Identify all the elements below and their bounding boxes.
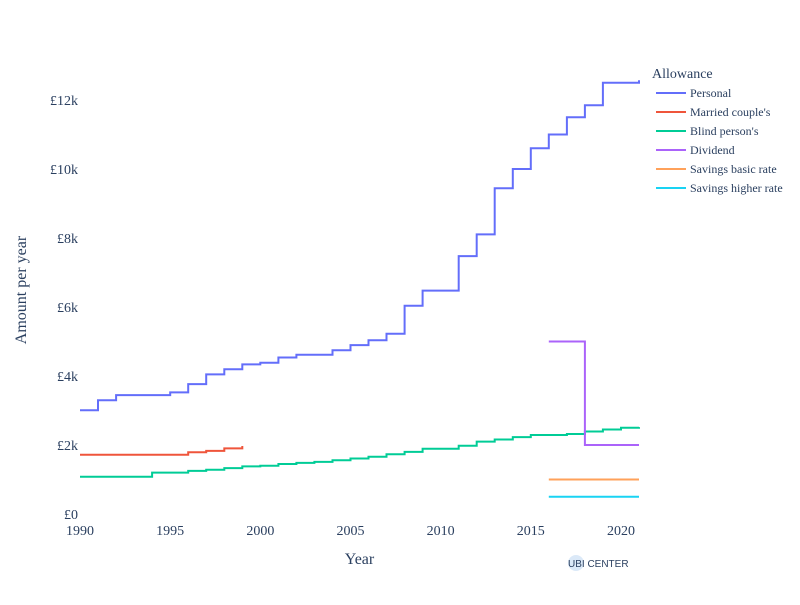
legend: Allowance Personal Married couple's Blind …	[652, 67, 783, 195]
legend-items: Personal Married couple's Blind person's Di…	[656, 86, 783, 195]
series-line-dividend	[548, 340, 639, 446]
legend-label: Married couple's	[690, 105, 771, 119]
x-tick-label: 2005	[336, 524, 364, 539]
x-tick-label: 2000	[246, 524, 274, 539]
y-axis-ticks: £0 £2k £4k £6k £8k £10k £12k	[50, 94, 78, 523]
logo-text: UBI CENTER	[568, 559, 629, 570]
legend-label: Dividend	[690, 143, 735, 157]
x-tick-label: 1995	[156, 524, 184, 539]
legend-label: Blind person's	[690, 124, 759, 138]
legend-label: Savings basic rate	[690, 162, 777, 176]
plot-series-layer	[80, 80, 640, 498]
series-line-married-couple-s	[80, 446, 244, 456]
y-axis-title: Amount per year	[13, 235, 30, 344]
legend-label: Savings higher rate	[690, 181, 783, 195]
legend-item[interactable]: Dividend	[656, 143, 735, 157]
x-axis-ticks: 1990 1995 2000 2005 2010 2015 2020	[66, 524, 635, 539]
series-line-personal	[80, 80, 640, 412]
legend-item[interactable]: Blind person's	[656, 124, 759, 138]
legend-item[interactable]: Savings basic rate	[656, 162, 777, 176]
y-tick-label: £12k	[50, 94, 78, 109]
y-tick-label: £0	[64, 508, 78, 523]
x-tick-label: 1990	[66, 524, 94, 539]
legend-item[interactable]: Personal	[656, 86, 732, 100]
y-tick-label: £6k	[57, 301, 78, 316]
y-tick-label: £8k	[57, 232, 78, 247]
x-tick-label: 2020	[607, 524, 635, 539]
legend-item[interactable]: Married couple's	[656, 105, 771, 119]
legend-title: Allowance	[652, 67, 713, 82]
ubi-center-logo: UBI CENTER	[568, 555, 629, 571]
series-line-blind-person-s	[80, 426, 640, 478]
y-tick-label: £10k	[50, 163, 78, 178]
x-axis-title: Year	[345, 551, 375, 568]
x-tick-label: 2015	[517, 524, 545, 539]
logo-circle-icon	[568, 555, 584, 571]
y-tick-label: £4k	[57, 370, 78, 385]
y-tick-label: £2k	[57, 439, 78, 454]
legend-item[interactable]: Savings higher rate	[656, 181, 783, 195]
x-tick-label: 2010	[427, 524, 455, 539]
legend-label: Personal	[690, 86, 732, 100]
